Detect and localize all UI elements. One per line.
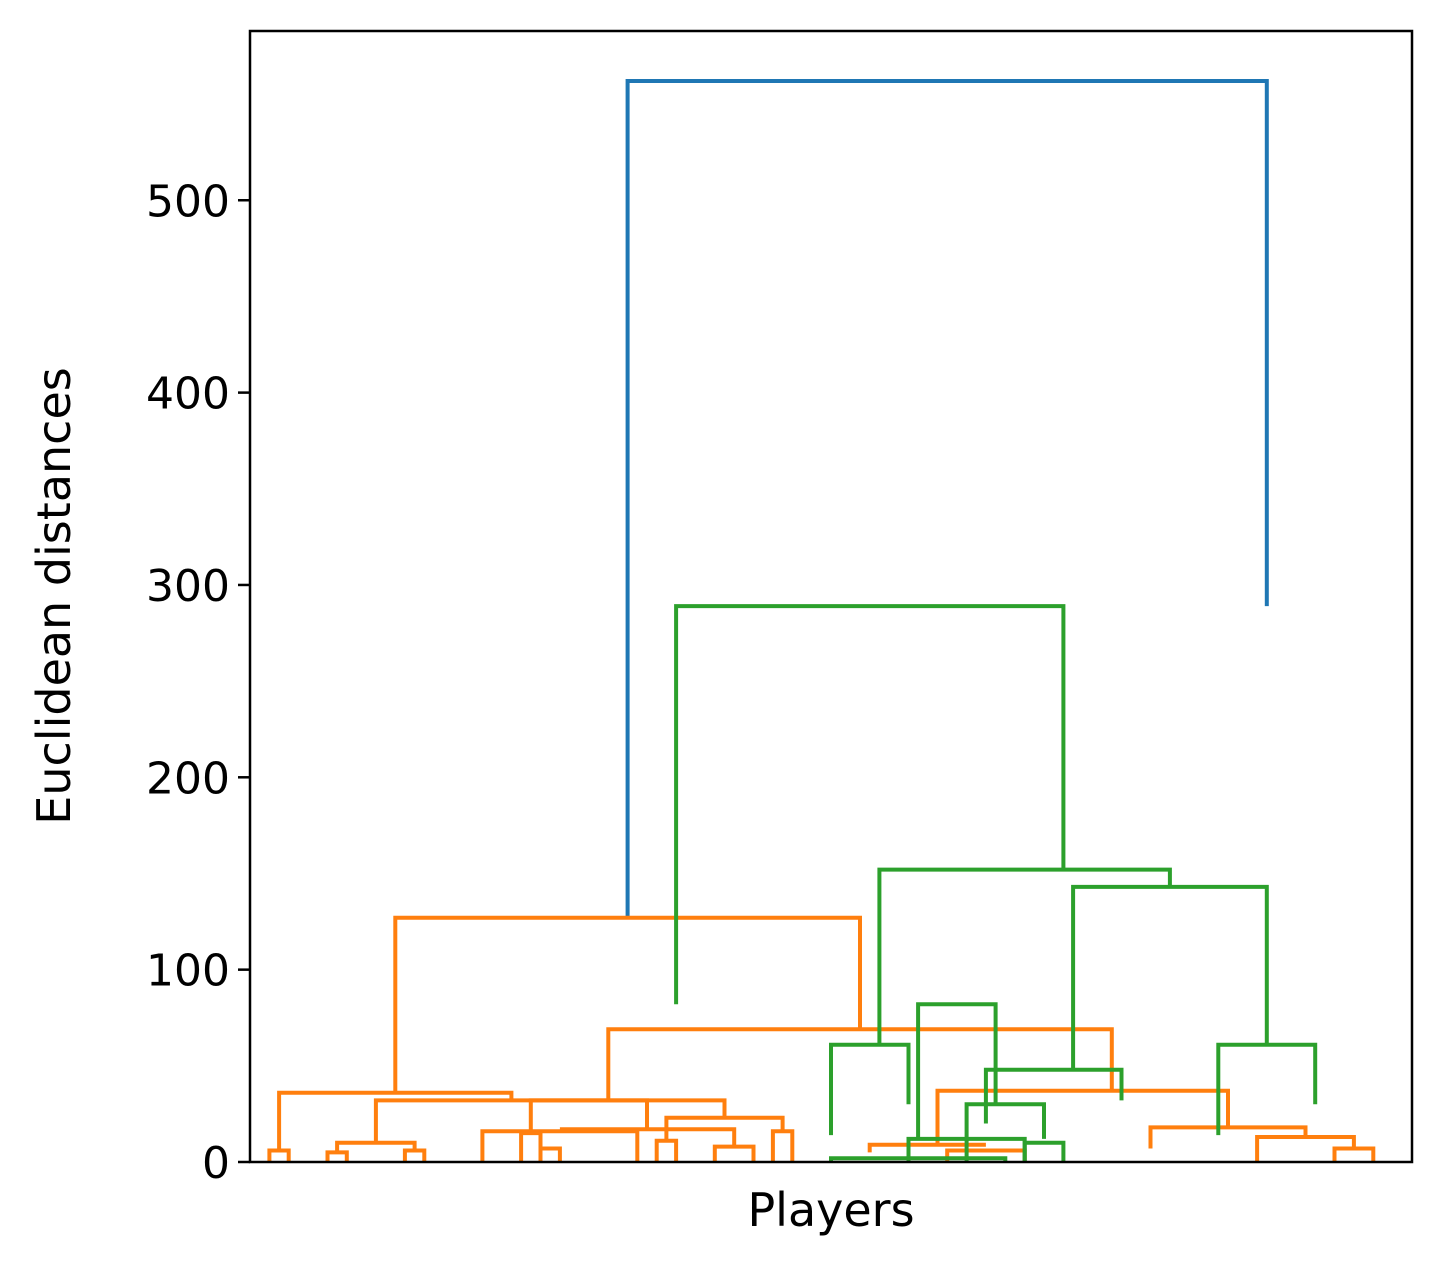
dendrogram-links xyxy=(267,79,1376,1162)
dendrogram-link xyxy=(674,604,1066,1005)
plot-frame xyxy=(248,29,1414,1164)
y-tick-label: 100 xyxy=(146,946,230,997)
dendrogram-link xyxy=(712,1144,756,1162)
y-axis-ticks: 0 100 200 300 400 500 xyxy=(146,176,250,1189)
dendrogram-link xyxy=(664,1115,785,1141)
y-tick-label: 500 xyxy=(146,176,230,227)
dendrogram-link xyxy=(916,1002,998,1139)
y-tick-label: 400 xyxy=(146,369,230,420)
x-axis-label: Players xyxy=(747,1183,914,1237)
dendrogram-link xyxy=(1216,1042,1318,1136)
dendrogram-link xyxy=(528,1098,727,1134)
y-tick-label: 200 xyxy=(146,753,230,804)
dendrogram-link xyxy=(1332,1146,1376,1162)
dendrogram-link xyxy=(267,1148,291,1162)
dendrogram-link xyxy=(654,1138,679,1162)
dendrogram-link xyxy=(373,1098,649,1143)
dendrogram-link xyxy=(983,1067,1124,1124)
dendrogram-link xyxy=(393,915,862,1093)
dendrogram-link xyxy=(402,1148,427,1162)
dendrogram-link xyxy=(829,1042,911,1136)
dendrogram-link xyxy=(1022,1140,1066,1162)
y-axis-label: Euclidean distances xyxy=(27,367,81,824)
y-tick-label: 0 xyxy=(202,1138,230,1189)
dendrogram-link xyxy=(867,1142,986,1153)
dendrogram-link xyxy=(829,1156,1008,1162)
dendrogram-link xyxy=(519,1131,543,1162)
dendrogram-link xyxy=(1071,884,1269,1070)
dendrogram-link xyxy=(964,1102,1046,1162)
dendrogram-link xyxy=(277,1090,514,1151)
dendrogram-link xyxy=(935,1088,1230,1145)
dendrogram-link xyxy=(325,1150,349,1162)
dendrogram-link xyxy=(877,867,1172,1045)
dendrogram-link xyxy=(625,79,1269,918)
dendrogram-link xyxy=(538,1146,562,1162)
dendrogram-link xyxy=(1255,1135,1356,1162)
y-tick-label: 300 xyxy=(146,561,230,612)
dendrogram-link xyxy=(335,1140,417,1153)
dendrogram-link xyxy=(480,1129,640,1162)
dendrogram-link xyxy=(770,1129,795,1162)
dendrogram-link xyxy=(1148,1125,1308,1149)
dendrogram-link xyxy=(606,1027,1114,1101)
